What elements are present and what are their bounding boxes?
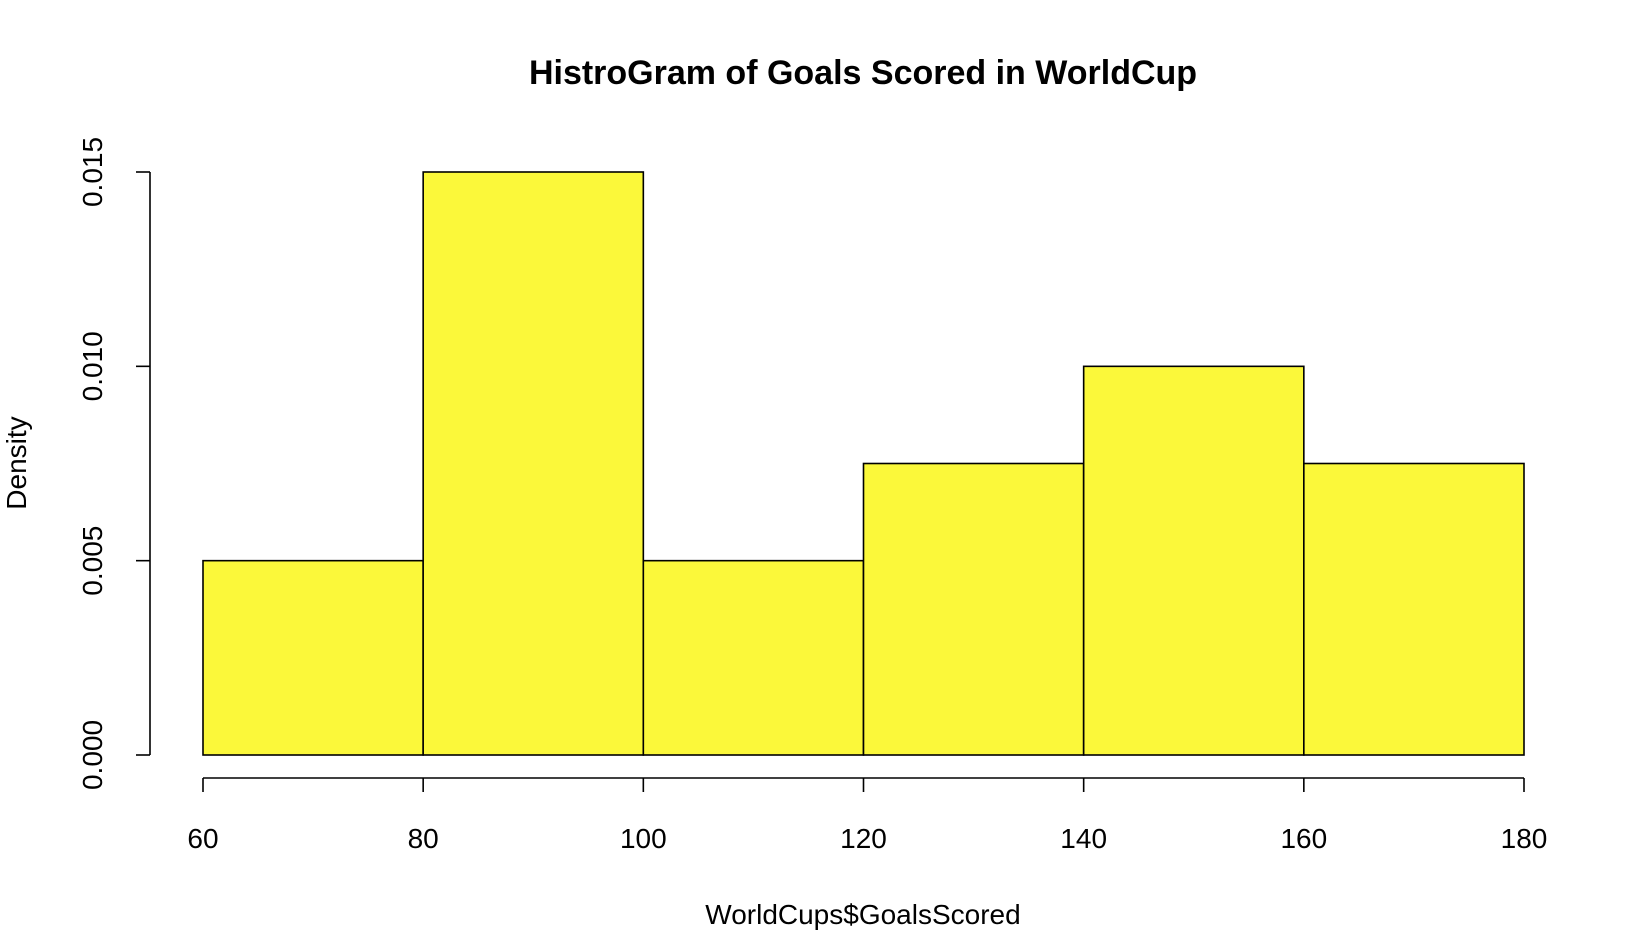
x-tick-label: 80 [408, 823, 439, 854]
y-tick-label: 0.015 [77, 137, 108, 207]
histogram-bar-80-100 [422, 171, 645, 756]
y-axis-label: Density [1, 416, 32, 509]
x-tick-label: 140 [1060, 823, 1107, 854]
histogram-bar-120-140 [862, 462, 1085, 756]
x-axis: 60 80 100 120 140 160 180 [187, 777, 1547, 854]
y-tick-label: 0.005 [77, 526, 108, 596]
y-axis: 0.000 0.005 0.010 0.015 [77, 137, 151, 790]
x-tick-label: 120 [840, 823, 887, 854]
histogram-bar-100-120 [642, 559, 865, 756]
x-tick-label: 180 [1501, 823, 1548, 854]
y-tick-label: 0.010 [77, 331, 108, 401]
x-axis-ticks: 60 80 100 120 140 160 180 [187, 778, 1547, 854]
y-axis-ticks: 0.000 0.005 0.010 0.015 [77, 137, 150, 790]
histogram-bar-140-160 [1082, 365, 1305, 756]
chart-title: HistroGram of Goals Scored in WorldCup [529, 54, 1197, 92]
histogram-bars [202, 171, 1525, 756]
y-tick-label: 0.000 [77, 720, 108, 790]
x-tick-label: 160 [1280, 823, 1327, 854]
x-axis-label: WorldCups$GoalsScored [705, 899, 1020, 930]
x-tick-label: 100 [620, 823, 667, 854]
histogram-bar-60-80 [202, 559, 424, 756]
histogram-bar-160-180 [1303, 462, 1525, 756]
x-tick-label: 60 [187, 823, 218, 854]
